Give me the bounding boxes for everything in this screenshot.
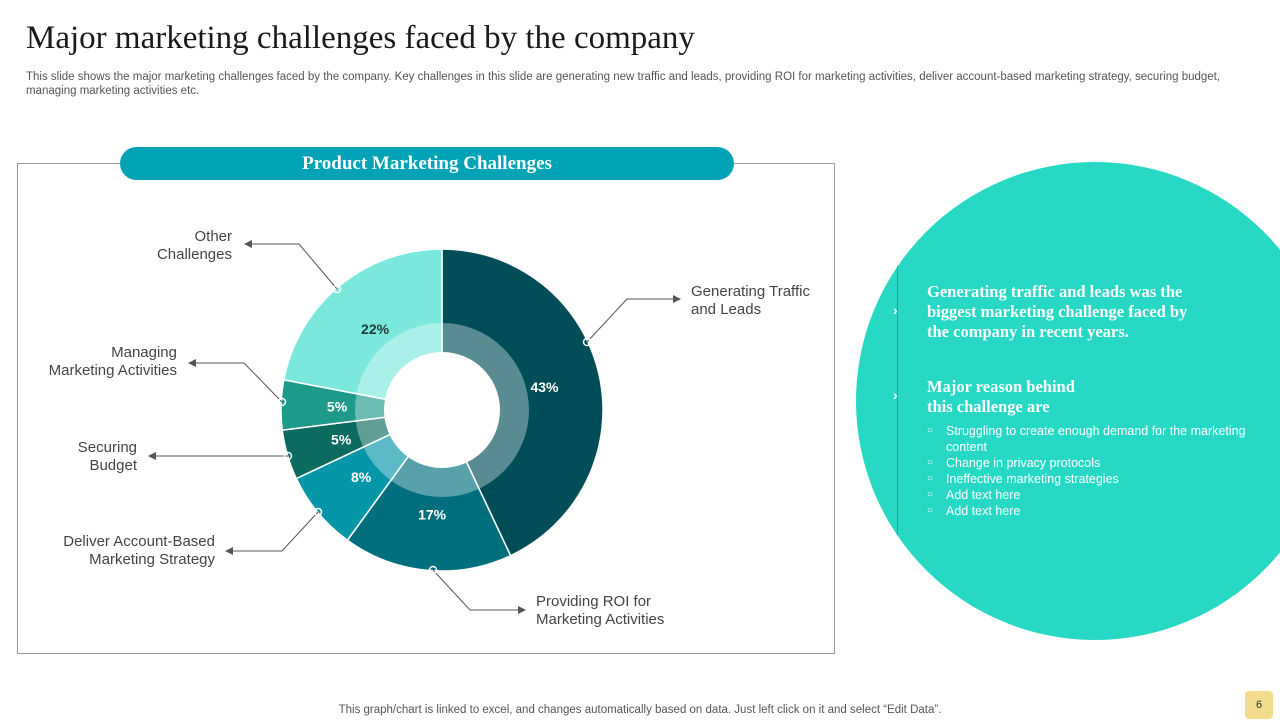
circle-bullet-icon: ○ [927,457,934,468]
leader-line-roi [432,569,526,614]
circle-bullet-icon: ○ [927,489,934,500]
list-item: ○ Change in privacy protocols [927,456,1101,470]
donut-slice-roi[interactable] [346,408,512,572]
leader-line-abm [225,511,319,555]
leader-dot-roi [428,565,438,575]
leader-dot-managing [277,397,287,407]
slice-label-abm: 8% [351,469,372,485]
callout-abm: Deliver Account-Based Marketing Strategy [63,533,215,568]
donut-slice-traffic[interactable] [441,248,604,557]
circle-bullet-icon: ○ [927,425,934,436]
callout-other: Other Challenges [156,228,232,263]
circle-bullet-icon: ○ [927,505,934,516]
list-item: ○ Struggling to create enough demand for … [927,424,1246,454]
chart-title: Product Marketing Challenges [120,147,734,180]
leader-dot-budget [283,451,293,461]
donut-chart[interactable]: 43% 17% 8% 5% 5% 22% [0,0,840,700]
page-title: Major marketing challenges faced by the … [26,20,695,56]
leader-dot-other [332,284,342,294]
callout-managing: Managing Marketing Activities [48,344,177,379]
leader-line-managing [188,359,283,403]
reason-heading: Major reason behind this challenge are [927,377,1075,416]
slice-label-other: 22% [361,321,390,337]
leader-dot-traffic [582,337,592,347]
callout-budget: Securing Budget [77,439,137,474]
slice-label-roi: 17% [418,507,447,523]
reason-list: ○ Struggling to create enough demand for … [927,423,1257,519]
page-subtitle: This slide shows the major marketing cha… [26,71,1221,97]
insight-divider [897,265,898,535]
list-item: ○ Add text here [927,488,1021,502]
page-number: 6 [1245,691,1273,719]
leader-line-traffic [586,295,681,343]
slice-label-managing: 5% [327,399,348,415]
callout-traffic: Generating Traffic and Leads [691,283,810,318]
chevron-right-icon: › [893,387,898,403]
slice-label-budget: 5% [331,431,352,447]
footer-note: This graph/chart is linked to excel, and… [338,704,942,716]
insight-heading: Generating traffic and leads was the big… [927,282,1188,341]
leader-dot-abm [313,507,323,517]
circle-bullet-icon: ○ [927,473,934,484]
list-item: ○ Ineffective marketing strategies [927,472,1119,486]
callout-roi: Providing ROI for Marketing Activities [536,593,665,628]
leader-line-other [244,240,338,290]
chevron-right-icon: › [893,302,898,318]
donut-value-labels: 43% 17% 8% 5% 5% 22% [327,321,559,522]
slice-label-traffic: 43% [530,379,559,395]
list-item: ○ Add text here [927,504,1021,518]
donut-hole [384,352,500,468]
insight-circle [856,162,1280,640]
